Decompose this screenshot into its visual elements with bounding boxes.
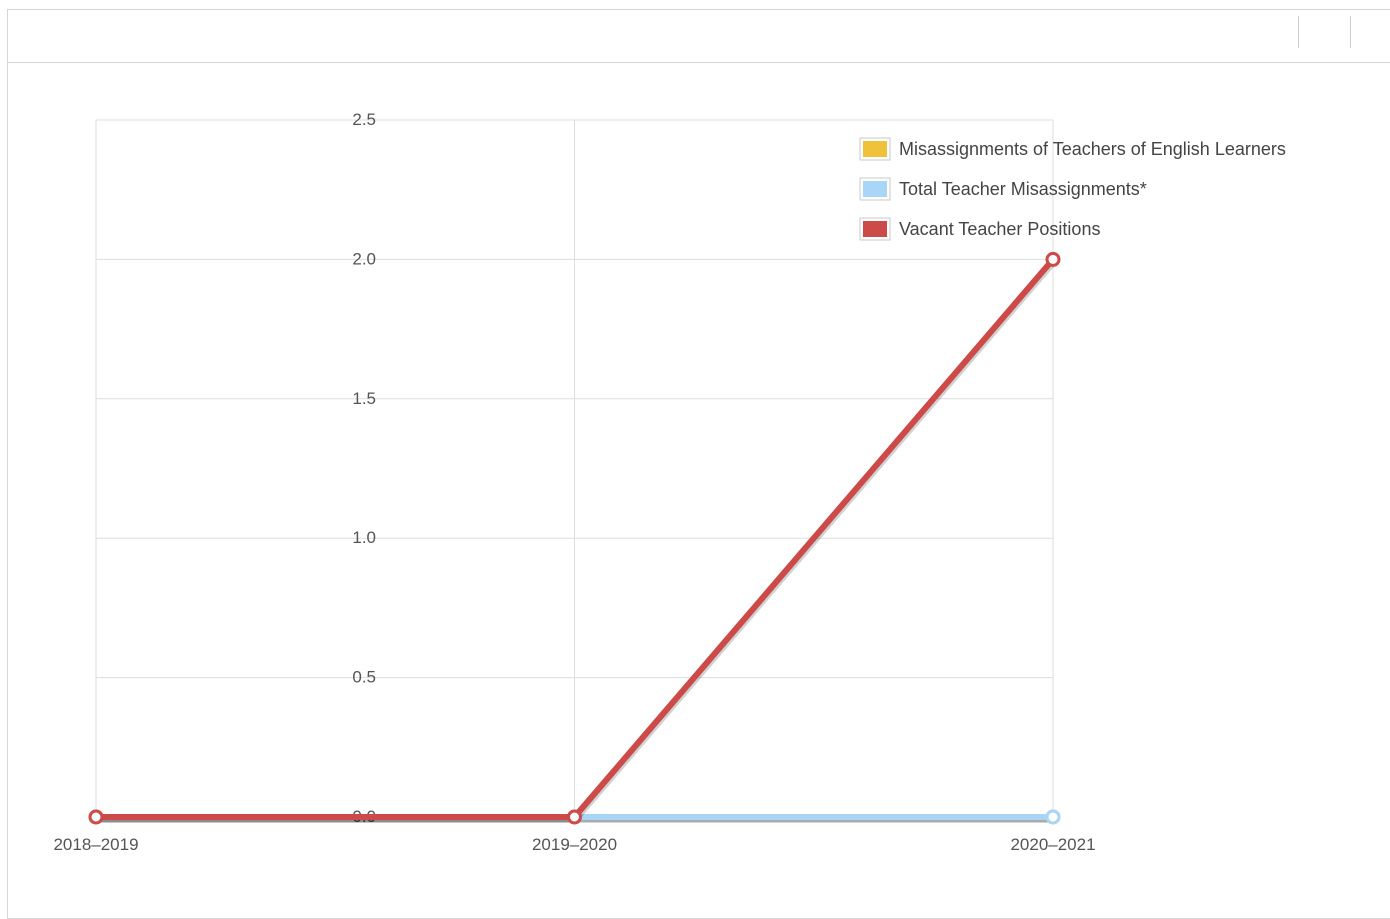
series-lines xyxy=(88,251,1061,825)
data-point[interactable] xyxy=(1045,251,1061,267)
data-point[interactable] xyxy=(567,809,582,825)
legend-label: Misassignments of Teachers of English Le… xyxy=(899,139,1286,159)
y-tick-label: 1.0 xyxy=(352,528,376,547)
series-2 xyxy=(88,251,1061,825)
legend-swatch xyxy=(863,181,887,197)
y-tick-label: 0.5 xyxy=(352,668,376,687)
legend-item[interactable]: Misassignments of Teachers of English Le… xyxy=(859,137,1286,161)
panel-header xyxy=(8,10,1390,63)
x-tick-label: 2020–2021 xyxy=(1010,835,1095,854)
y-tick-label: 1.5 xyxy=(352,389,376,408)
series-line-shadow xyxy=(97,259,1057,823)
legend-swatch xyxy=(863,141,887,157)
x-axis-ticks: 2018–2019 2019–2020 2020–2021 xyxy=(53,835,1095,854)
y-tick-label: 2.0 xyxy=(352,249,376,268)
x-tick-label: 2018–2019 xyxy=(53,835,138,854)
legend-label: Vacant Teacher Positions xyxy=(899,219,1100,239)
y-tick-label: 2.5 xyxy=(352,110,376,129)
y-axis-ticks: 0.00.51.01.52.02.5 xyxy=(352,110,376,826)
legend-label: Total Teacher Misassignments* xyxy=(899,179,1147,199)
x-tick-label: 2019–2020 xyxy=(532,835,617,854)
legend-swatch xyxy=(863,221,887,237)
legend[interactable]: Misassignments of Teachers of English Le… xyxy=(859,137,1286,241)
data-point[interactable] xyxy=(88,809,104,825)
data-point[interactable] xyxy=(1045,809,1061,825)
header-divider xyxy=(1350,16,1351,48)
header-divider xyxy=(1298,16,1299,48)
legend-item[interactable]: Total Teacher Misassignments* xyxy=(859,177,1147,201)
legend-item[interactable]: Vacant Teacher Positions xyxy=(859,217,1100,241)
chart-panel xyxy=(7,9,1390,919)
